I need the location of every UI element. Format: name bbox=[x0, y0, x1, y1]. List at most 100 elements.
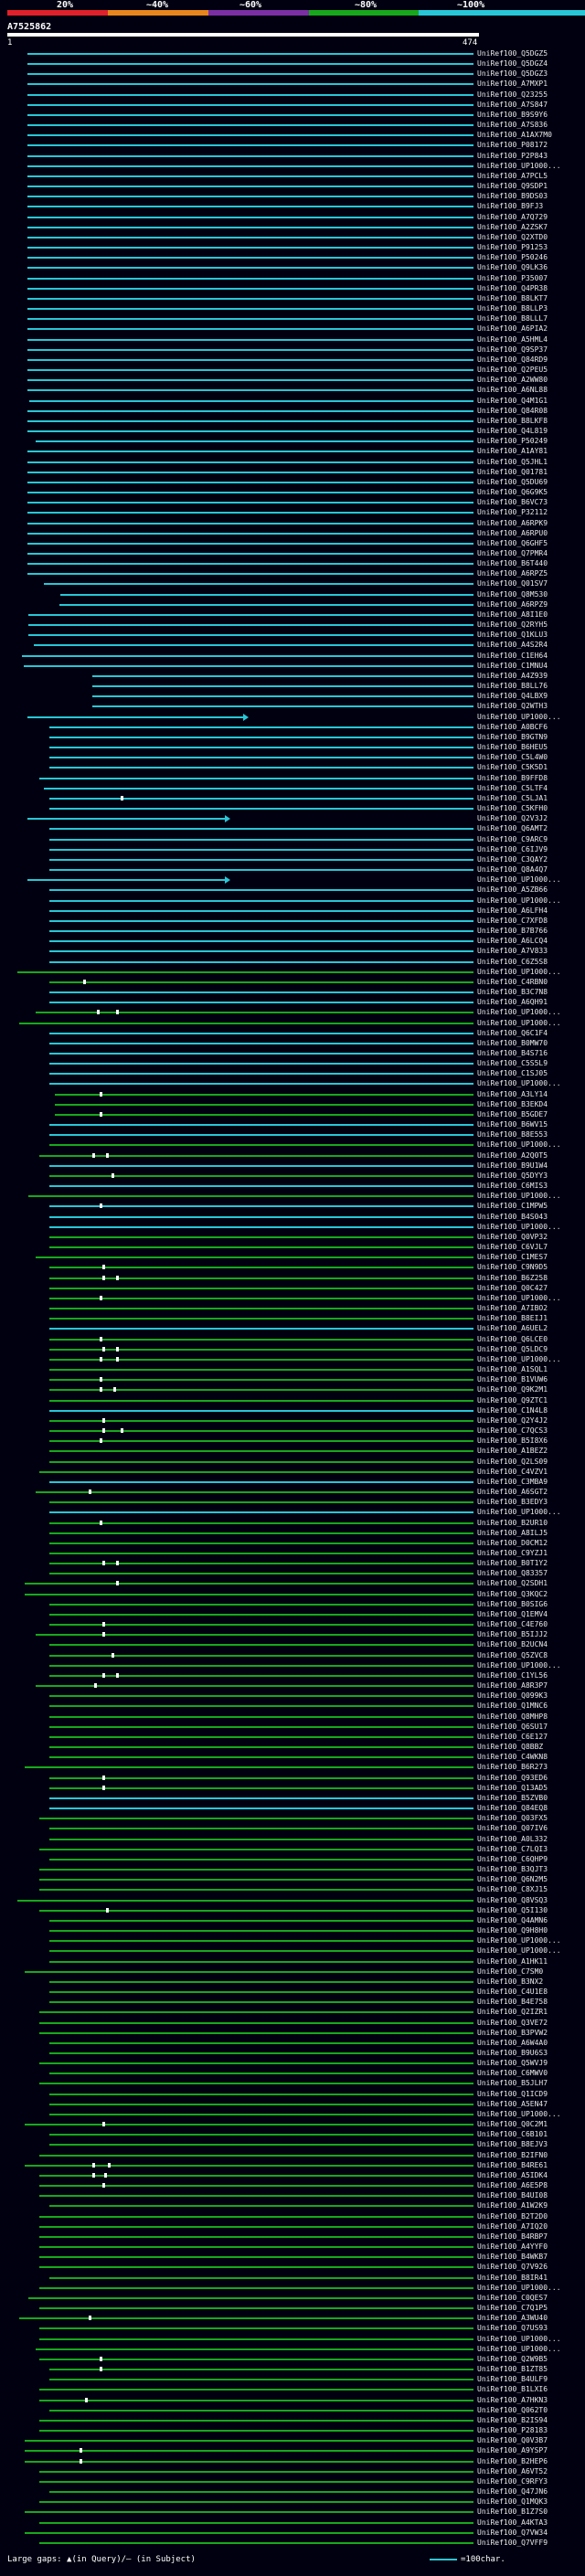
hit-label[interactable]: UniRef100_P32112 bbox=[477, 508, 548, 517]
hit-label[interactable]: UniRef100_A6RPZ9 bbox=[477, 599, 548, 609]
hit-label[interactable]: UniRef100_B5I8X6 bbox=[477, 1436, 548, 1446]
hit-alignment-line[interactable] bbox=[48, 1430, 473, 1433]
hit-row[interactable]: UniRef100_A2ZSK7 bbox=[0, 222, 585, 232]
hit-label[interactable]: UniRef100_C6B101 bbox=[477, 2130, 548, 2139]
hit-alignment-line[interactable] bbox=[39, 2011, 473, 2014]
hit-alignment-line[interactable] bbox=[27, 379, 473, 382]
hit-row[interactable]: UniRef100_B2UCN4 bbox=[0, 1640, 585, 1649]
hit-alignment-line[interactable] bbox=[39, 2235, 473, 2238]
hit-alignment-line[interactable] bbox=[27, 318, 473, 321]
hit-label[interactable]: UniRef100_Q2SDH1 bbox=[477, 1579, 548, 1588]
hit-label[interactable]: UniRef100_A2ZSK7 bbox=[477, 222, 548, 231]
hit-row[interactable]: UniRef100_Q2PEU5 bbox=[0, 366, 585, 375]
hit-label[interactable]: UniRef100_C0QES7 bbox=[477, 2293, 548, 2302]
hit-label[interactable]: UniRef100_Q5DGZ4 bbox=[477, 59, 548, 69]
hit-label[interactable]: UniRef100_P50246 bbox=[477, 253, 548, 262]
hit-alignment-line[interactable] bbox=[48, 828, 473, 831]
hit-row[interactable]: UniRef100_C1MNU4 bbox=[0, 662, 585, 671]
hit-label[interactable]: UniRef100_UP1000... bbox=[477, 1354, 561, 1363]
hit-label[interactable]: UniRef100_A4YYF0 bbox=[477, 2242, 548, 2252]
hit-row[interactable]: UniRef100_A6RPU0 bbox=[0, 529, 585, 538]
hit-alignment-line[interactable] bbox=[27, 451, 473, 453]
hit-label[interactable]: UniRef100_Q84RD9 bbox=[477, 355, 548, 364]
hit-alignment-line[interactable] bbox=[48, 1644, 473, 1647]
hit-label[interactable]: UniRef100_A2Q0T5 bbox=[477, 1150, 548, 1160]
hit-label[interactable]: UniRef100_Q0C2M1 bbox=[477, 2120, 548, 2129]
hit-row[interactable]: UniRef100_B3C7N8 bbox=[0, 988, 585, 997]
hit-row[interactable]: UniRef100_B5IJJ2 bbox=[0, 1630, 585, 1639]
hit-label[interactable]: UniRef100_B2T2D0 bbox=[477, 2211, 548, 2221]
hit-label[interactable]: UniRef100_A6E5P8 bbox=[477, 2181, 548, 2190]
hit-alignment-line[interactable] bbox=[24, 2450, 473, 2453]
hit-alignment-line[interactable] bbox=[27, 206, 473, 208]
hit-row[interactable]: UniRef100_Q0C427 bbox=[0, 1284, 585, 1293]
hit-alignment-line[interactable] bbox=[48, 1174, 473, 1177]
hit-row[interactable]: UniRef100_P91253 bbox=[0, 243, 585, 252]
hit-label[interactable]: UniRef100_D0CM12 bbox=[477, 1538, 548, 1547]
hit-alignment-line[interactable] bbox=[48, 2379, 473, 2381]
hit-label[interactable]: UniRef100_B8EIJ1 bbox=[477, 1314, 548, 1323]
hit-row[interactable]: UniRef100_B9U1W4 bbox=[0, 1161, 585, 1171]
hit-row[interactable]: UniRef100_A6RPK9 bbox=[0, 519, 585, 528]
hit-label[interactable]: UniRef100_Q6AMT2 bbox=[477, 824, 548, 833]
hit-label[interactable]: UniRef100_B3EKD4 bbox=[477, 1099, 548, 1108]
hit-alignment-line[interactable] bbox=[48, 1042, 473, 1044]
hit-row[interactable]: UniRef100_Q7V926 bbox=[0, 2263, 585, 2272]
hit-row[interactable]: UniRef100_A2Q0T5 bbox=[0, 1150, 585, 1161]
hit-row[interactable]: UniRef100_Q9ZTC1 bbox=[0, 1396, 585, 1405]
hit-alignment-line[interactable] bbox=[27, 297, 473, 300]
hit-row[interactable]: UniRef100_Q1MQK3 bbox=[0, 2497, 585, 2507]
hit-label[interactable]: UniRef100_Q2V3J2 bbox=[477, 814, 548, 823]
hit-row[interactable]: UniRef100_Q03FX5 bbox=[0, 1814, 585, 1823]
hit-row[interactable]: UniRef100_Q062T0 bbox=[0, 2405, 585, 2415]
hit-row[interactable]: UniRef100_Q4AMN6 bbox=[0, 1916, 585, 1925]
hit-row[interactable]: UniRef100_B9U6S3 bbox=[0, 2049, 585, 2058]
hit-row[interactable]: UniRef100_UP1000... bbox=[0, 1008, 585, 1017]
hit-label[interactable]: UniRef100_Q4PR38 bbox=[477, 283, 548, 292]
hit-row[interactable]: UniRef100_A7Q729 bbox=[0, 213, 585, 222]
hit-alignment-line[interactable] bbox=[27, 277, 473, 280]
hit-label[interactable]: UniRef100_Q1MQK3 bbox=[477, 2497, 548, 2507]
hit-alignment-line[interactable] bbox=[27, 226, 473, 228]
hit-row[interactable]: UniRef100_B2UR10 bbox=[0, 1519, 585, 1528]
hit-alignment-line[interactable] bbox=[28, 1195, 473, 1198]
hit-label[interactable]: UniRef100_Q062T0 bbox=[477, 2405, 548, 2414]
hit-row[interactable]: UniRef100_A7S836 bbox=[0, 121, 585, 130]
hit-alignment-line[interactable] bbox=[27, 522, 473, 525]
hit-label[interactable]: UniRef100_A6LCQ4 bbox=[477, 937, 548, 946]
hit-alignment-line[interactable] bbox=[27, 419, 473, 422]
hit-row[interactable]: UniRef100_Q2W9B5 bbox=[0, 2355, 585, 2364]
hit-label[interactable]: UniRef100_B5ZVB0 bbox=[477, 1793, 548, 1802]
hit-row[interactable]: UniRef100_B6T440 bbox=[0, 559, 585, 568]
hit-alignment-line[interactable] bbox=[27, 492, 473, 494]
hit-label[interactable]: UniRef100_Q5DU69 bbox=[477, 477, 548, 486]
hit-label[interactable]: UniRef100_Q23255 bbox=[477, 90, 548, 99]
hit-alignment-line[interactable] bbox=[48, 1654, 473, 1657]
hit-label[interactable]: UniRef100_UP1000... bbox=[477, 2334, 561, 2343]
hit-label[interactable]: UniRef100_UP1000... bbox=[477, 1946, 561, 1956]
hit-row[interactable]: UniRef100_UP1000... bbox=[0, 2334, 585, 2344]
hit-row[interactable]: UniRef100_B8LKF8 bbox=[0, 417, 585, 426]
hit-label[interactable]: UniRef100_C4RBN0 bbox=[477, 977, 548, 986]
hit-alignment-line[interactable] bbox=[48, 1318, 473, 1320]
hit-label[interactable]: UniRef100_Q0V3B7 bbox=[477, 2436, 548, 2445]
hit-label[interactable]: UniRef100_A5EN47 bbox=[477, 2099, 548, 2108]
hit-label[interactable]: UniRef100_B4S716 bbox=[477, 1049, 548, 1057]
hit-label[interactable]: UniRef100_C1MPW5 bbox=[477, 1202, 548, 1211]
hit-row[interactable]: UniRef100_C4WKN8 bbox=[0, 1753, 585, 1762]
hit-label[interactable]: UniRef100_B9DS03 bbox=[477, 192, 548, 201]
hit-alignment-line[interactable] bbox=[27, 63, 473, 66]
hit-row[interactable]: UniRef100_C7XFD8 bbox=[0, 917, 585, 926]
hit-row[interactable]: UniRef100_A4YYF0 bbox=[0, 2242, 585, 2252]
hit-row[interactable]: UniRef100_A3WU40 bbox=[0, 2314, 585, 2323]
hit-label[interactable]: UniRef100_UP1000... bbox=[477, 1222, 561, 1231]
hit-row[interactable]: UniRef100_C7LQI3 bbox=[0, 1845, 585, 1854]
hit-alignment-line[interactable] bbox=[27, 186, 473, 188]
hit-row[interactable]: UniRef100_A7IBO2 bbox=[0, 1304, 585, 1313]
hit-row[interactable]: UniRef100_C6MIS3 bbox=[0, 1182, 585, 1191]
hit-row[interactable]: UniRef100_C6E127 bbox=[0, 1733, 585, 1742]
hit-alignment-line[interactable] bbox=[27, 481, 473, 483]
hit-row[interactable]: UniRef100_A4KTA3 bbox=[0, 2518, 585, 2528]
hit-row[interactable]: UniRef100_Q5DGZ4 bbox=[0, 59, 585, 69]
hit-label[interactable]: UniRef100_Q1KLU3 bbox=[477, 631, 548, 640]
